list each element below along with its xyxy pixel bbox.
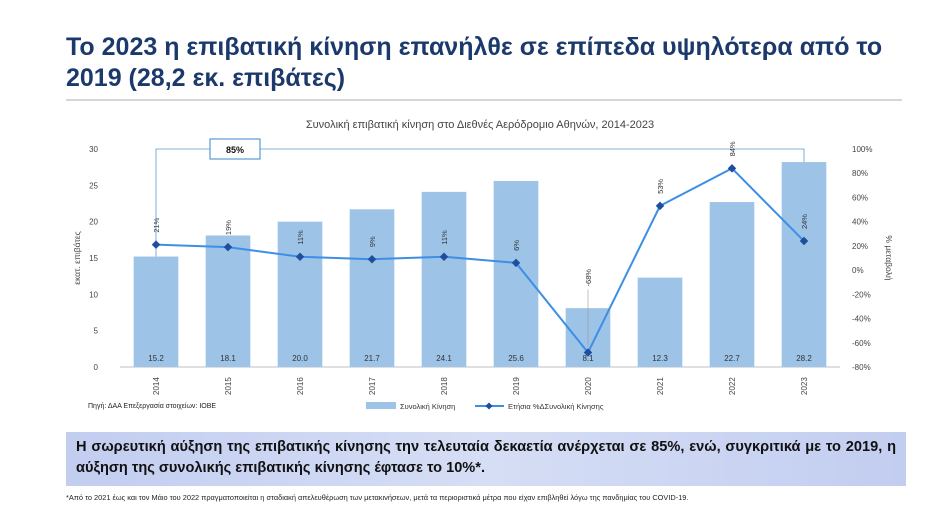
change-line-marker (295, 252, 305, 262)
y2-tick-label: -40% (852, 315, 871, 324)
change-line-marker (655, 201, 665, 211)
bar (493, 180, 539, 367)
growth-annotation-box (209, 138, 261, 160)
bar-value-label: 15.2 (148, 354, 164, 363)
slide-title: Το 2023 η επιβατική κίνηση επανήλθε σε ε… (66, 33, 883, 92)
x-tick-label: 2014 (152, 377, 161, 395)
y2-tick-label: 80% (852, 169, 868, 178)
x-tick-label: 2019 (512, 377, 521, 395)
bar-value-label: 25.6 (508, 354, 524, 363)
legend-label-bars: Συνολική Κίνηση (400, 402, 455, 411)
change-value-label: 9% (368, 236, 377, 247)
title-divider (66, 99, 902, 101)
legend-label-line: Ετήσια %ΔΣυνολική Κίνησης (508, 402, 604, 411)
y2-tick-label: -60% (852, 339, 871, 348)
chart-title: Συνολική επιβατική κίνηση στο Διεθνές Αε… (306, 119, 654, 131)
x-tick-label: 2021 (656, 377, 665, 395)
change-value-label: 21% (152, 217, 161, 232)
bar-value-label: 8.1 (582, 354, 594, 363)
x-tick-label: 2018 (440, 377, 449, 395)
y-tick-label: 15 (89, 254, 98, 263)
bar (781, 162, 827, 367)
bar-value-label: 22.7 (724, 354, 740, 363)
change-value-label: 6% (512, 240, 521, 251)
y-tick-label: 30 (89, 145, 98, 154)
change-line (155, 167, 805, 355)
source-note: Πηγή: ΔΑΑ Επεξεργασία στοιχείων: ΙΟΒΕ (88, 403, 217, 410)
y2-tick-label: -80% (852, 363, 871, 372)
y2-tick-label: -20% (852, 290, 871, 299)
change-value-label: 24% (800, 214, 809, 229)
bar (421, 191, 467, 367)
y-axis-title: εκατ. επιβάτες (72, 231, 82, 285)
change-value-label: 53% (656, 179, 665, 194)
change-value-label: 11% (296, 230, 305, 245)
bar (133, 256, 179, 367)
change-value-label: 84% (728, 141, 737, 156)
bar (205, 235, 251, 367)
footnote: *Από το 2021 έως και τον Μάιο του 2022 π… (66, 493, 689, 502)
x-tick-label: 2015 (224, 377, 233, 395)
bar-value-label: 12.3 (652, 354, 668, 363)
passenger-traffic-chart: Συνολική επιβατική κίνηση στο Διεθνές Αε… (72, 119, 894, 411)
bar (277, 221, 323, 367)
bar (709, 202, 755, 367)
summary-box: Η σωρευτική αύξηση της επιβατικής κίνηση… (66, 432, 906, 486)
x-tick-label: 2020 (584, 377, 593, 395)
x-tick-label: 2022 (728, 377, 737, 395)
change-value-label: 19% (224, 220, 233, 235)
growth-bracket (155, 148, 805, 257)
y2-tick-label: 0% (852, 266, 864, 275)
legend-swatch-bars (366, 402, 396, 409)
x-tick-label: 2023 (800, 377, 809, 395)
bar (349, 209, 395, 367)
y2-tick-label: 40% (852, 218, 868, 227)
legend-marker-line (485, 402, 493, 410)
y-tick-label: 5 (94, 327, 99, 336)
y2-axis-title: % μεταβολή (884, 235, 894, 280)
bar-value-label: 20.0 (292, 354, 308, 363)
change-line-marker (511, 258, 521, 268)
bar-value-label: 21.7 (364, 354, 380, 363)
y-tick-label: 10 (89, 290, 98, 299)
bar-value-label: 18.1 (220, 354, 236, 363)
y-tick-label: 20 (89, 218, 98, 227)
y2-tick-label: 60% (852, 193, 868, 202)
x-tick-label: 2017 (368, 377, 377, 395)
growth-annotation-label: 85% (226, 145, 244, 155)
change-value-label: -68% (584, 269, 593, 287)
change-value-label: 11% (440, 230, 449, 245)
bar-value-label: 28.2 (796, 354, 812, 363)
change-line-marker (439, 252, 449, 262)
bar (637, 277, 683, 367)
change-line-marker (151, 240, 161, 249)
x-tick-label: 2016 (296, 377, 305, 395)
y2-tick-label: 100% (852, 145, 872, 154)
change-line-marker (367, 254, 377, 264)
change-line-marker (223, 242, 233, 252)
bar-value-label: 24.1 (436, 354, 452, 363)
y-tick-label: 0 (94, 363, 99, 372)
y-tick-label: 25 (89, 181, 98, 190)
y2-tick-label: 20% (852, 242, 868, 251)
